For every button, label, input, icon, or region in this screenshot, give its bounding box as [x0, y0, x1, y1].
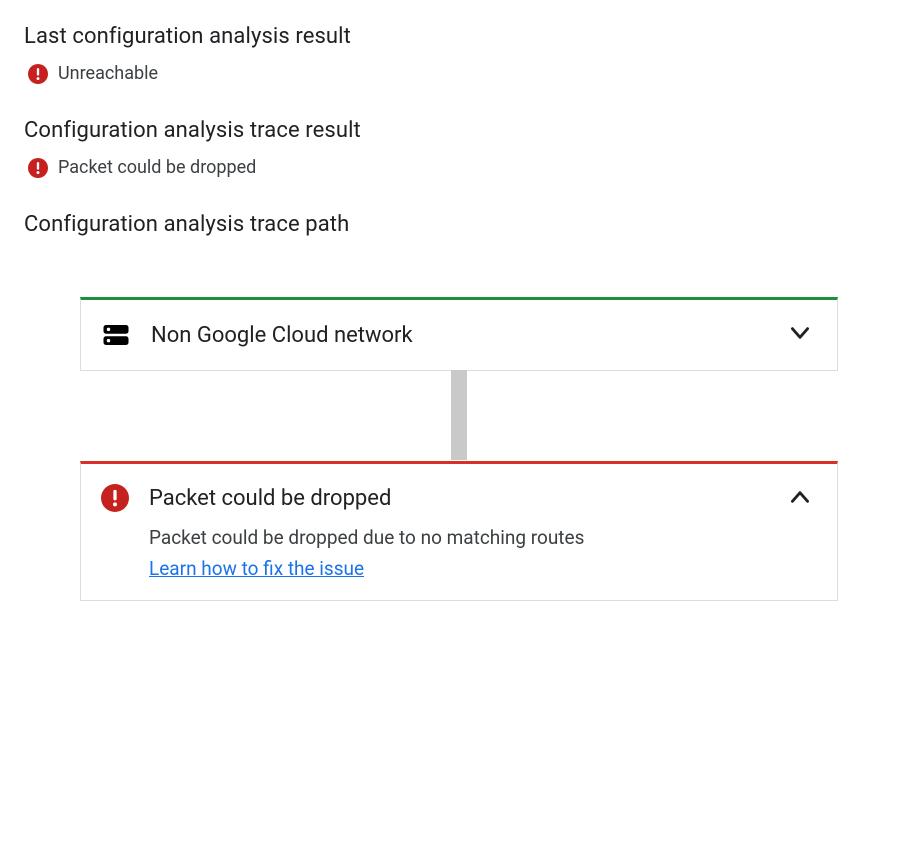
trace-node-header: Non Google Cloud network	[101, 320, 813, 350]
chevron-down-icon[interactable]	[787, 320, 813, 346]
trace-path-area: Non Google Cloud network Packet could be…	[24, 297, 878, 601]
trace-connector	[80, 371, 838, 461]
trace-node-body: Packet could be dropped due to no matchi…	[149, 526, 813, 580]
error-icon	[28, 158, 48, 178]
last-result-status: Unreachable	[58, 63, 158, 84]
trace-result-status: Packet could be dropped	[58, 157, 256, 178]
trace-node-title: Packet could be dropped	[149, 486, 767, 511]
network-icon	[101, 320, 131, 350]
trace-node-title: Non Google Cloud network	[151, 323, 767, 348]
trace-result-heading: Configuration analysis trace result	[24, 118, 878, 143]
error-icon	[101, 484, 129, 512]
error-icon	[28, 64, 48, 84]
fix-issue-link[interactable]: Learn how to fix the issue	[149, 557, 364, 580]
last-result-status-row: Unreachable	[24, 63, 878, 84]
connector-line	[451, 370, 467, 460]
trace-node-network[interactable]: Non Google Cloud network	[80, 297, 838, 371]
last-result-heading: Last configuration analysis result	[24, 24, 878, 49]
trace-node-dropped[interactable]: Packet could be dropped Packet could be …	[80, 461, 838, 601]
trace-result-status-row: Packet could be dropped	[24, 157, 878, 178]
chevron-up-icon[interactable]	[787, 484, 813, 510]
trace-node-header: Packet could be dropped	[101, 484, 813, 512]
trace-node-description: Packet could be dropped due to no matchi…	[149, 526, 813, 549]
trace-path-heading: Configuration analysis trace path	[24, 212, 878, 237]
